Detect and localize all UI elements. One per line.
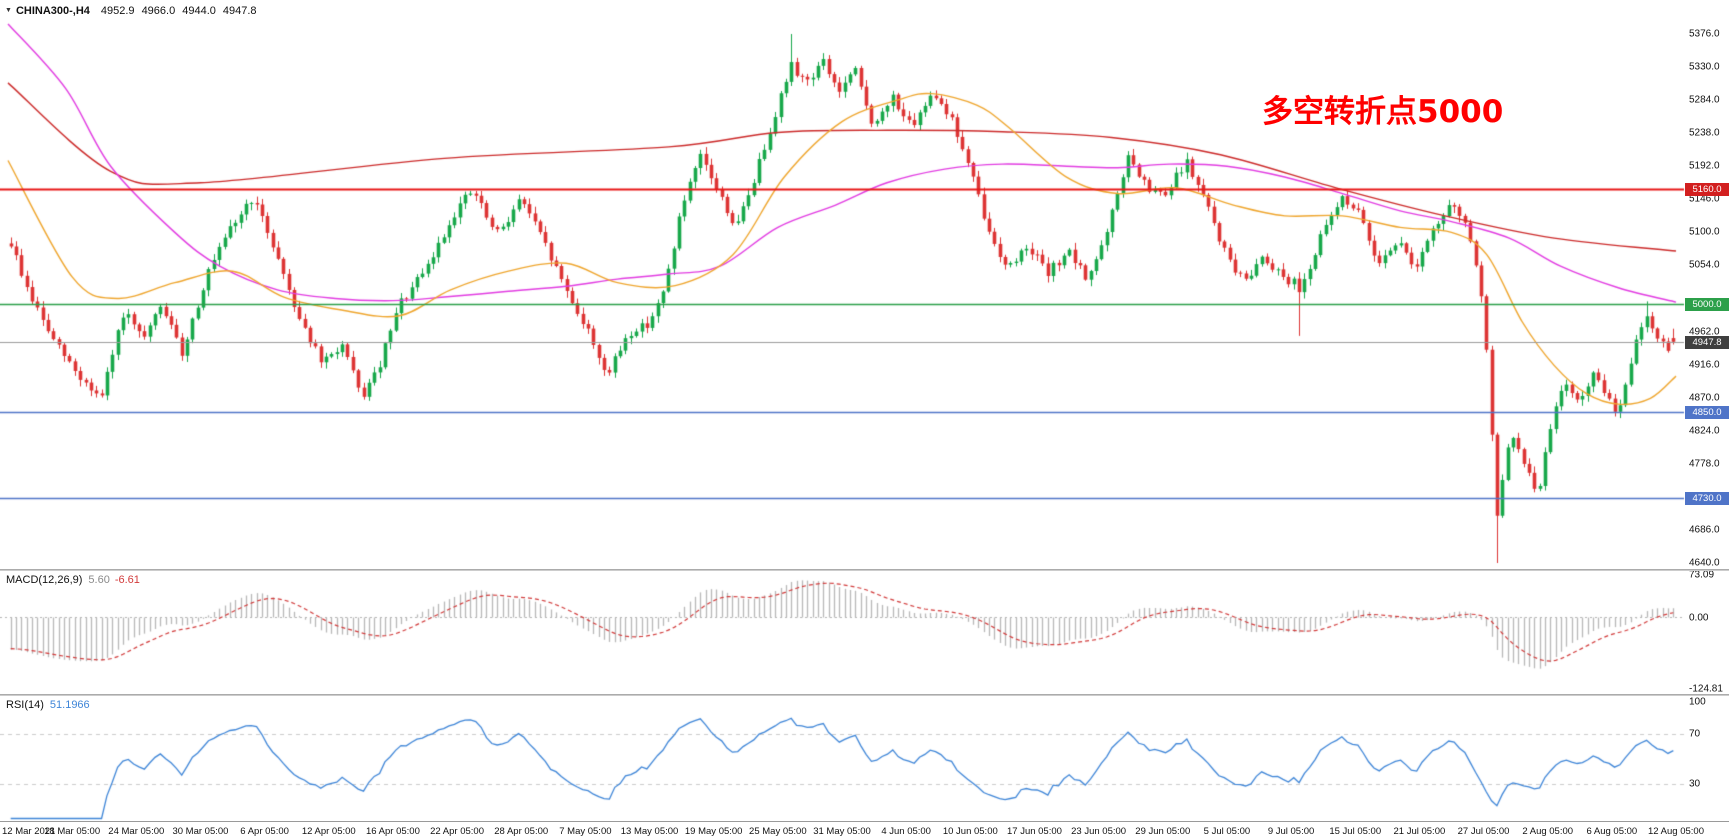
rsi-name: RSI(14): [6, 699, 44, 711]
time-axis-label: 7 May 05:00: [559, 826, 612, 837]
price-line-badge-support-4850: 4850.0: [1685, 405, 1729, 419]
price-axis-tick: 5100.0: [1689, 226, 1720, 238]
price-axis-tick: 5054.0: [1689, 259, 1720, 271]
time-axis-label: 29 Jun 05:00: [1135, 826, 1191, 837]
symbol-name: CHINA300-,H4: [15, 5, 90, 17]
chart-annotation: 多空转折点5000: [1262, 94, 1504, 130]
quote-high: 4966.0: [141, 5, 176, 17]
macd-axis-tick: 73.09: [1689, 569, 1715, 581]
price-axis-tick: 5376.0: [1689, 28, 1720, 40]
price-axis-tick: 5192.0: [1689, 160, 1720, 172]
time-axis-label: 27 Jul 05:00: [1457, 826, 1510, 837]
symbol-quote-bar: ▼ CHINA300-,H4 4952.9 4966.0 4944.0 4947.8: [5, 5, 257, 17]
time-axis-label: 10 Jun 05:00: [942, 826, 998, 837]
price-axis-tick: 4778.0: [1689, 458, 1720, 470]
macd-axis-tick: -124.81: [1689, 683, 1723, 695]
macd-indicator-label: MACD(12,26,9) 5.60 -6.61: [6, 574, 140, 586]
time-axis-label: 19 May 05:00: [684, 826, 743, 837]
time-axis-label: 23 Jun 05:00: [1071, 826, 1127, 837]
time-axis-label: 21 Jul 05:00: [1393, 826, 1446, 837]
price-line-badge-pivot-5000: 5000.0: [1685, 297, 1729, 311]
rsi-value: 51.1966: [49, 699, 90, 711]
price-line-badge-current-price: 4947.8: [1685, 335, 1729, 349]
time-axis-label: 25 May 05:00: [749, 826, 807, 837]
time-axis[interactable]: [0, 821, 1729, 839]
time-axis-label: 16 Apr 05:00: [365, 826, 420, 837]
price-line-badge-support-4730: 4730.0: [1685, 491, 1729, 505]
quote-low: 4944.0: [182, 5, 216, 17]
quote-open: 4952.9: [100, 5, 135, 17]
macd-name: MACD(12,26,9): [6, 574, 83, 586]
time-axis-label: 15 Jul 05:00: [1329, 826, 1382, 837]
time-axis-label: 28 Apr 05:00: [494, 826, 549, 837]
macd-value-main: 5.60: [88, 574, 110, 586]
time-axis-label: 22 Apr 05:00: [430, 826, 485, 837]
panel-splitter[interactable]: [0, 569, 1729, 571]
quote-close: 4947.8: [222, 5, 257, 17]
rsi-axis-tick: 70: [1689, 728, 1701, 739]
time-axis-label: 13 May 05:00: [620, 826, 679, 837]
panel-splitter[interactable]: [0, 694, 1729, 696]
time-axis-label: 4 Jun 05:00: [881, 826, 931, 837]
time-axis-label: 6 Apr 05:00: [240, 826, 289, 837]
price-axis-tick: 4640.0: [1689, 557, 1720, 569]
rsi-axis-tick: 30: [1689, 778, 1701, 789]
time-axis-label: 5 Jul 05:00: [1203, 826, 1251, 837]
time-axis-label: 18 Mar 05:00: [44, 826, 101, 837]
time-axis-label: 6 Aug 05:00: [1586, 826, 1638, 837]
price-axis-tick: 5238.0: [1689, 127, 1720, 139]
price-line-badge-resistance-5160: 5160.0: [1685, 182, 1729, 196]
price-axis-tick: 4916.0: [1689, 359, 1720, 371]
time-axis-label: 24 Mar 05:00: [108, 826, 165, 837]
time-axis-label: 2 Aug 05:00: [1522, 826, 1574, 837]
price-axis-tick: 5146.0: [1689, 193, 1720, 205]
price-axis-tick: 4962.0: [1689, 326, 1720, 338]
time-axis-label: 31 May 05:00: [813, 826, 871, 837]
price-axis-tick: 4824.0: [1689, 425, 1720, 437]
price-axis-tick: 4870.0: [1689, 392, 1720, 404]
price-axis-tick: 4686.0: [1689, 524, 1720, 536]
time-axis-label: 12 Aug 05:00: [1648, 826, 1704, 837]
symbol-expander-icon[interactable]: ▼: [5, 7, 12, 14]
time-axis-label: 12 Apr 05:00: [301, 826, 356, 837]
time-axis-label: 12 Mar 2021: [2, 826, 56, 837]
rsi-axis-tick: 100: [1689, 696, 1706, 708]
rsi-indicator-label: RSI(14) 51.1966: [6, 699, 90, 711]
time-axis-label: 30 Mar 05:00: [172, 826, 229, 837]
price-axis-tick: 5330.0: [1689, 61, 1720, 73]
macd-axis-tick: 0.00: [1689, 612, 1709, 623]
time-axis-label: 9 Jul 05:00: [1267, 826, 1315, 837]
macd-value-signal: -6.61: [114, 574, 140, 586]
price-axis-tick: 5284.0: [1689, 94, 1720, 106]
time-axis-label: 17 Jun 05:00: [1006, 826, 1062, 837]
